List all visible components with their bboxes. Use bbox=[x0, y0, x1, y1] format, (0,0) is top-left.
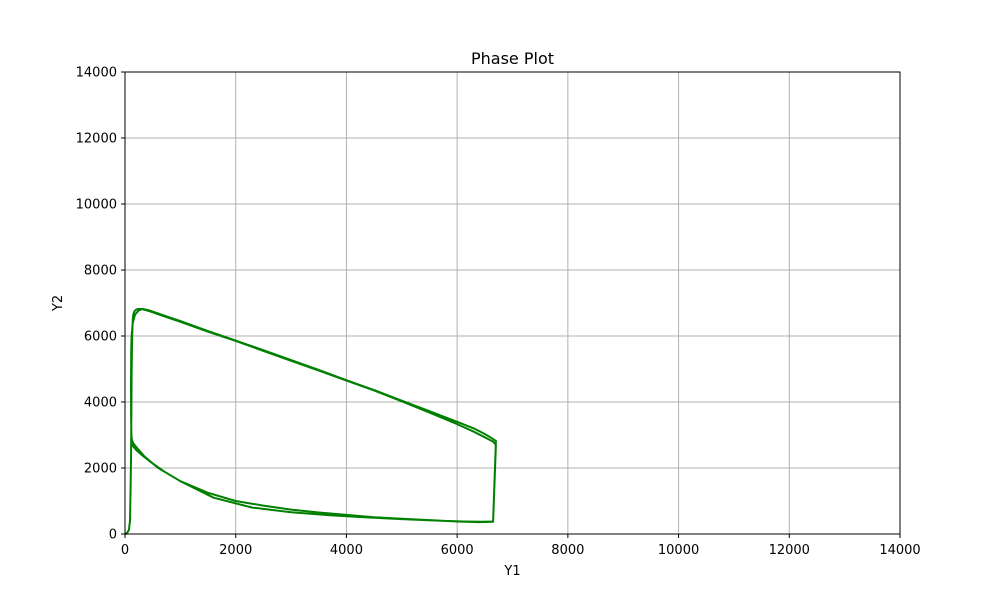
y-tick-label: 8000 bbox=[84, 264, 117, 279]
x-tick-label: 0 bbox=[121, 543, 129, 558]
y-tick-label: 0 bbox=[109, 528, 117, 543]
y-tick-label: 10000 bbox=[76, 198, 117, 213]
y-tick-label: 14000 bbox=[76, 66, 117, 81]
y-axis-label: Y2 bbox=[51, 295, 66, 312]
y-tick-label: 6000 bbox=[84, 330, 117, 345]
x-tick-label: 12000 bbox=[769, 543, 810, 558]
x-tick-label: 8000 bbox=[551, 543, 584, 558]
chart-title: Phase Plot bbox=[471, 49, 554, 68]
y-tick-label: 4000 bbox=[84, 396, 117, 411]
plot-frame bbox=[124, 71, 901, 535]
x-tick-label: 6000 bbox=[441, 543, 474, 558]
x-tick-label: 14000 bbox=[879, 543, 920, 558]
tick-layer: 0 2000 4000 6000 8000 10000 12000 14000 0 2000 400… bbox=[76, 66, 921, 559]
x-tick-label: 10000 bbox=[658, 543, 699, 558]
x-tick-label: 4000 bbox=[330, 543, 363, 558]
series-layer bbox=[124, 307, 497, 535]
y-tick-label: 2000 bbox=[84, 462, 117, 477]
y-tick-label: 12000 bbox=[76, 132, 117, 147]
x-axis-label: Y1 bbox=[503, 564, 520, 579]
x-tick-label: 2000 bbox=[219, 543, 252, 558]
series-line-0 bbox=[124, 307, 497, 535]
grid-layer bbox=[124, 71, 901, 535]
